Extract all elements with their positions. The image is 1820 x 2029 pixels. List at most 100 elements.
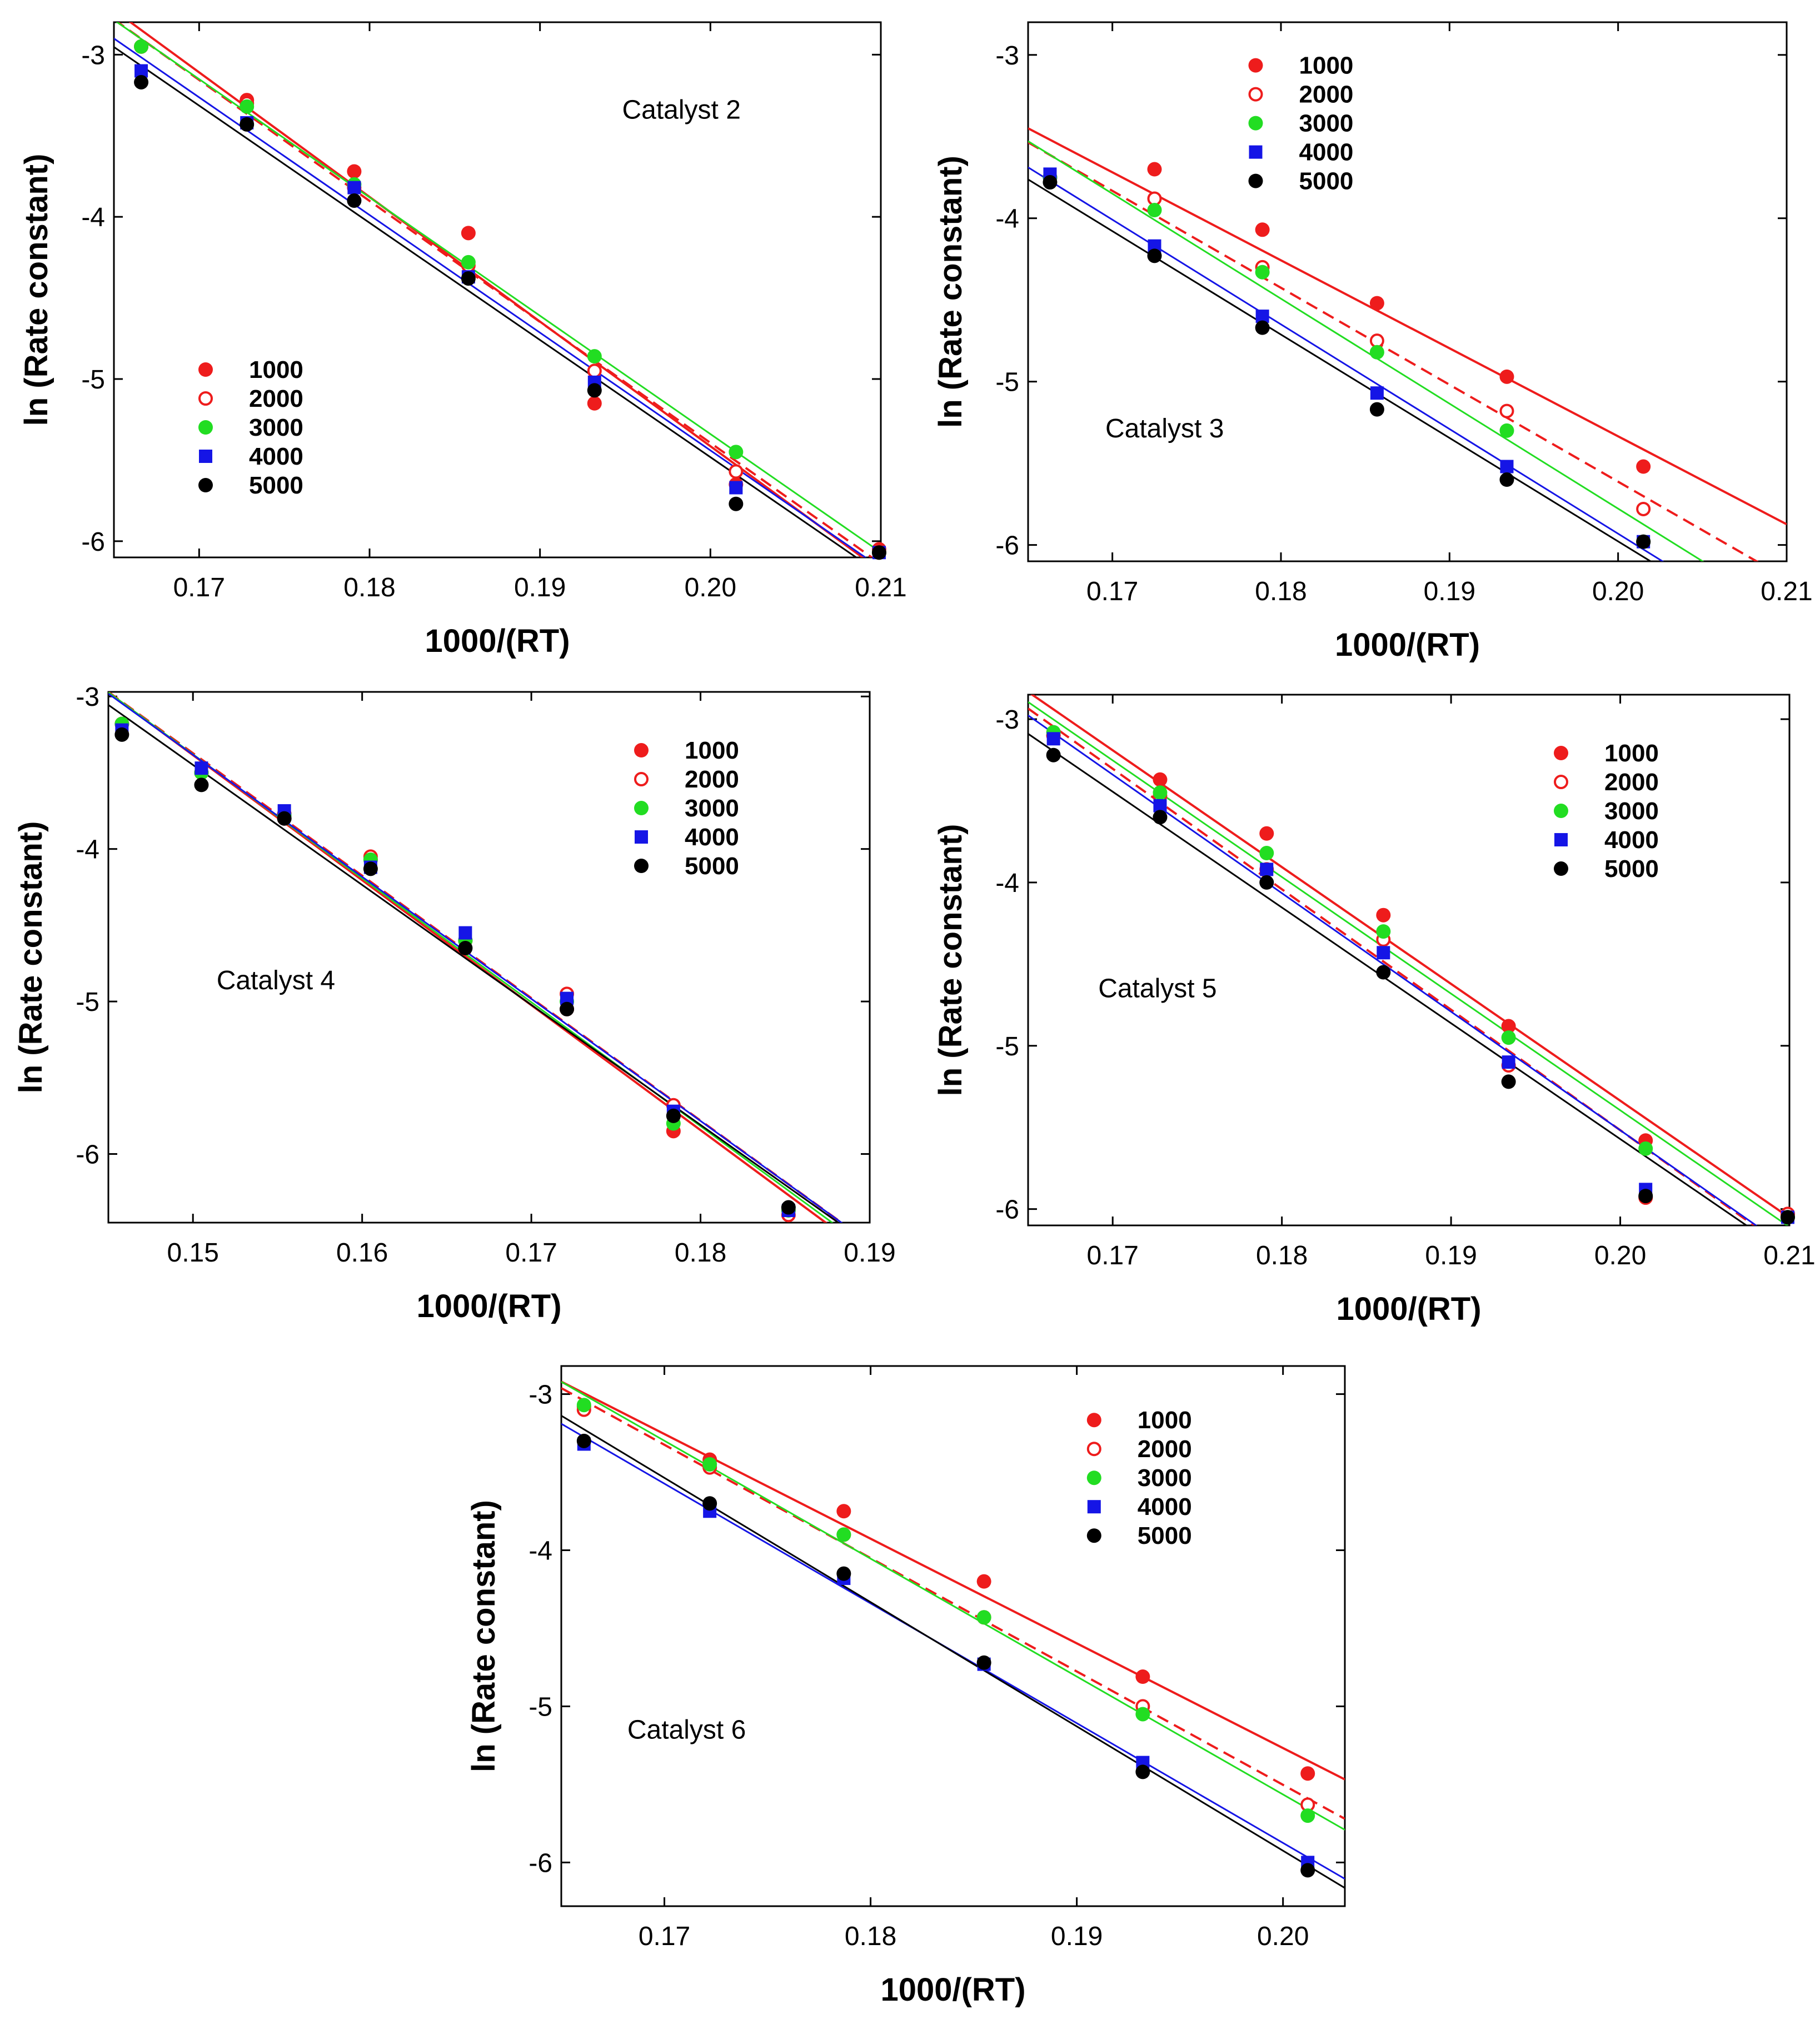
plot-title: Catalyst 2 [622,95,740,124]
series-5000 [1043,175,1651,549]
data-point [576,1398,591,1413]
y-tick-label: -4 [995,869,1019,898]
data-point [1300,1766,1315,1781]
legend-marker-2000 [634,772,649,787]
data-point [587,383,602,398]
data-point [1046,747,1061,762]
series-4000 [577,1437,1315,1870]
fit-line-3000 [1028,140,1704,561]
x-tick-label: 0.18 [675,1238,726,1268]
legend-label-3000: 3000 [1299,110,1354,137]
fit-line-1000 [128,22,865,557]
data-point [1369,345,1384,360]
legend-marker-2000 [198,391,213,406]
legend-marker-5000 [1248,173,1263,188]
legend-marker-1000 [1086,1413,1101,1428]
legend-label-2000: 2000 [1138,1435,1192,1463]
legend-label-1000: 1000 [1138,1407,1192,1434]
x-tick-label: 0.20 [685,573,736,602]
y-tick-label: -3 [528,1380,552,1410]
legend-marker-3000 [634,801,649,816]
plot-frame [107,691,871,1224]
data-point [729,481,743,495]
data-point [1501,1030,1516,1045]
y-axis-label: ln (Rate constant) [13,821,49,1094]
legend-label-1000: 1000 [249,356,303,383]
data-point [1376,965,1391,980]
data-point [1259,875,1274,890]
data-point [1255,320,1270,335]
data-point [277,811,292,826]
data-point [114,727,129,742]
series-4000 [1043,167,1651,549]
y-axis-label: ln (Rate constant) [18,154,54,426]
plot-title: Catalyst 5 [1098,974,1216,1003]
legend-marker-2000 [1086,1442,1101,1457]
x-tick-label: 0.18 [343,573,395,602]
legend-marker-3000 [1086,1470,1101,1485]
legend-marker-5000 [1086,1528,1101,1543]
x-tick-label: 0.17 [639,1922,690,1951]
data-point [1043,175,1058,190]
data-point [1501,1074,1516,1089]
x-tick-label: 0.19 [844,1238,895,1268]
data-point [587,396,602,411]
data-point [1259,826,1274,841]
y-tick-label: -4 [81,203,105,232]
y-tick-label: -4 [76,835,99,865]
legend-label-5000: 5000 [249,472,303,499]
chart-panel-2: 0.17 0.18 0.19 0.20 0.21 -3 -4 -5 -6 1000/(RT) ln … [933,21,1813,663]
data-point [240,117,255,132]
fit-line-2000 [561,1387,1345,1820]
fit-line-5000 [1028,178,1653,561]
legend-marker-5000 [634,859,649,874]
x-tick-label: 0.15 [167,1238,219,1268]
y-axis-label: ln (Rate constant) [466,1500,502,1772]
series-5000 [114,727,796,1215]
legend-label-5000: 5000 [1604,855,1659,883]
data-point [1377,946,1390,960]
legend-label-5000: 5000 [685,853,739,880]
data-point [1153,810,1168,825]
legend-marker-4000 [1087,1500,1101,1514]
legend-label-5000: 5000 [1299,168,1354,195]
series-3000 [1043,170,1651,549]
legend-label-4000: 4000 [249,443,303,470]
data-point [1499,472,1514,487]
data-point [1255,265,1270,280]
data-point [1369,296,1384,311]
legend-marker-1000 [634,743,649,758]
y-tick-label: -5 [995,368,1019,397]
x-tick-label: 0.19 [1425,1241,1477,1270]
y-tick-label: -5 [76,988,99,1017]
fit-line-4000 [108,692,843,1223]
legend-marker-1000 [198,362,213,377]
data-point [134,74,149,89]
data-point [976,1610,991,1625]
plot-frame [113,21,882,559]
data-point [363,861,378,876]
data-point [836,1504,851,1519]
y-tick-label: -4 [995,205,1019,234]
data-point [576,1433,591,1448]
x-tick-label: 0.17 [173,573,225,602]
x-tick-label: 0.19 [1424,577,1475,606]
legend-label-4000: 4000 [685,824,739,851]
data-point [1636,459,1651,474]
chart-panel-1: 0.17 0.18 0.19 0.20 0.21 -3 -4 -5 -6 1000/(RT) ln … [18,21,907,659]
series-5000 [1046,747,1795,1225]
x-axis-label: 1000/(RT) [1335,627,1480,663]
data-point [1638,1189,1653,1204]
legend-marker-2000 [1248,87,1263,102]
data-point [1369,402,1384,417]
x-tick-label: 0.17 [1086,577,1138,606]
y-tick-label: -6 [81,527,105,557]
data-point [729,496,744,511]
data-point [1780,1210,1795,1225]
fit-lines [108,692,844,1223]
fit-line-4000 [114,38,867,557]
data-point [458,941,473,956]
